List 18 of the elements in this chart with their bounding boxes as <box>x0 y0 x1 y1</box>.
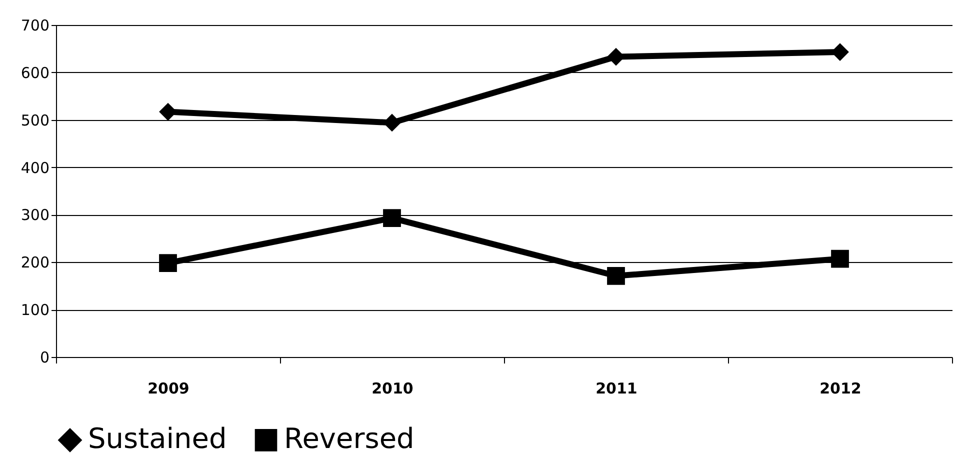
point <box>159 254 177 272</box>
legend-label: Sustained <box>88 422 227 456</box>
x-tick-label: 2009 <box>148 380 190 398</box>
y-tick-label: 500 <box>20 111 50 130</box>
point <box>383 209 401 227</box>
x-tick-label: 2011 <box>596 380 638 398</box>
y-tick-label: 400 <box>20 158 50 177</box>
y-tick-label: 700 <box>20 16 50 34</box>
x-tick-label: 2010 <box>372 380 414 398</box>
y-tick-label: 600 <box>20 64 50 82</box>
y-tick-label: 200 <box>20 254 50 272</box>
y-tick-label: 100 <box>20 301 50 320</box>
point <box>607 266 625 285</box>
x-tick-label: 2012 <box>820 380 862 398</box>
y-tick-label: 300 <box>20 206 50 224</box>
y-tick-label: 0 <box>40 348 50 366</box>
point <box>831 250 849 268</box>
legend-label: Reversed <box>284 422 414 456</box>
